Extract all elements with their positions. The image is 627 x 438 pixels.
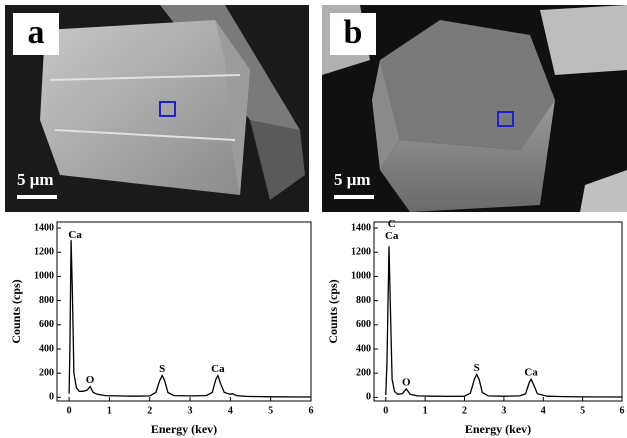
plot-frame [57, 222, 311, 401]
y-axis-label: Counts (cps) [9, 279, 23, 343]
x-tick-label: 4 [541, 405, 546, 416]
peak-label: O [86, 374, 95, 386]
x-tick-label: 1 [107, 405, 112, 416]
y-tick-label: 1000 [34, 271, 54, 282]
y-tick-label: 400 [356, 343, 371, 354]
y-tick-label: 600 [356, 319, 371, 330]
y-tick-label: 200 [39, 367, 54, 378]
scale-bar-label: 5 μm [334, 170, 371, 189]
x-tick-label: 3 [188, 405, 193, 416]
y-tick-label: 0 [49, 392, 54, 403]
x-axis-label: Energy (kev) [151, 422, 217, 436]
y-tick-label: 1400 [34, 222, 54, 233]
y-tick-label: 1200 [351, 247, 371, 258]
x-tick-label: 0 [67, 405, 72, 416]
x-tick-label: 0 [383, 405, 388, 416]
scale-bar [17, 195, 57, 199]
y-tick-label: 1200 [34, 247, 54, 258]
peak-label: Ca [211, 363, 225, 375]
panel-label: b [344, 14, 363, 51]
figure: a5 μm02004006008001000120014000123456Ene… [0, 0, 627, 438]
y-tick-label: 400 [39, 343, 54, 354]
peak-label: Ca [68, 229, 82, 241]
y-tick-label: 600 [39, 319, 54, 330]
x-tick-label: 4 [228, 405, 233, 416]
y-tick-label: 200 [356, 367, 371, 378]
peak-label: Ca [385, 230, 399, 242]
y-tick-label: 800 [39, 295, 54, 306]
y-tick-label: 0 [366, 392, 371, 403]
peak-label: S [474, 362, 480, 374]
peak-label: C [388, 218, 396, 230]
peak-label: S [159, 363, 165, 375]
scale-bar [334, 195, 374, 199]
x-tick-label: 2 [147, 405, 152, 416]
scale-bar-label: 5 μm [17, 170, 54, 189]
peak-label: Ca [524, 367, 538, 379]
peak-label: O [402, 376, 411, 388]
spectrum-line [386, 246, 622, 397]
y-tick-label: 800 [356, 295, 371, 306]
x-tick-label: 5 [580, 405, 585, 416]
panel-label: a [28, 14, 45, 51]
x-tick-label: 3 [501, 405, 506, 416]
x-tick-label: 6 [309, 405, 314, 416]
spectrum-line [69, 240, 311, 397]
x-tick-label: 5 [268, 405, 273, 416]
x-tick-label: 6 [620, 405, 625, 416]
x-tick-label: 1 [423, 405, 428, 416]
y-tick-label: 1000 [351, 271, 371, 282]
y-tick-label: 1400 [351, 222, 371, 233]
x-axis-label: Energy (kev) [465, 422, 531, 436]
plot-frame [374, 222, 622, 401]
x-tick-label: 2 [462, 405, 467, 416]
y-axis-label: Counts (cps) [326, 279, 340, 343]
